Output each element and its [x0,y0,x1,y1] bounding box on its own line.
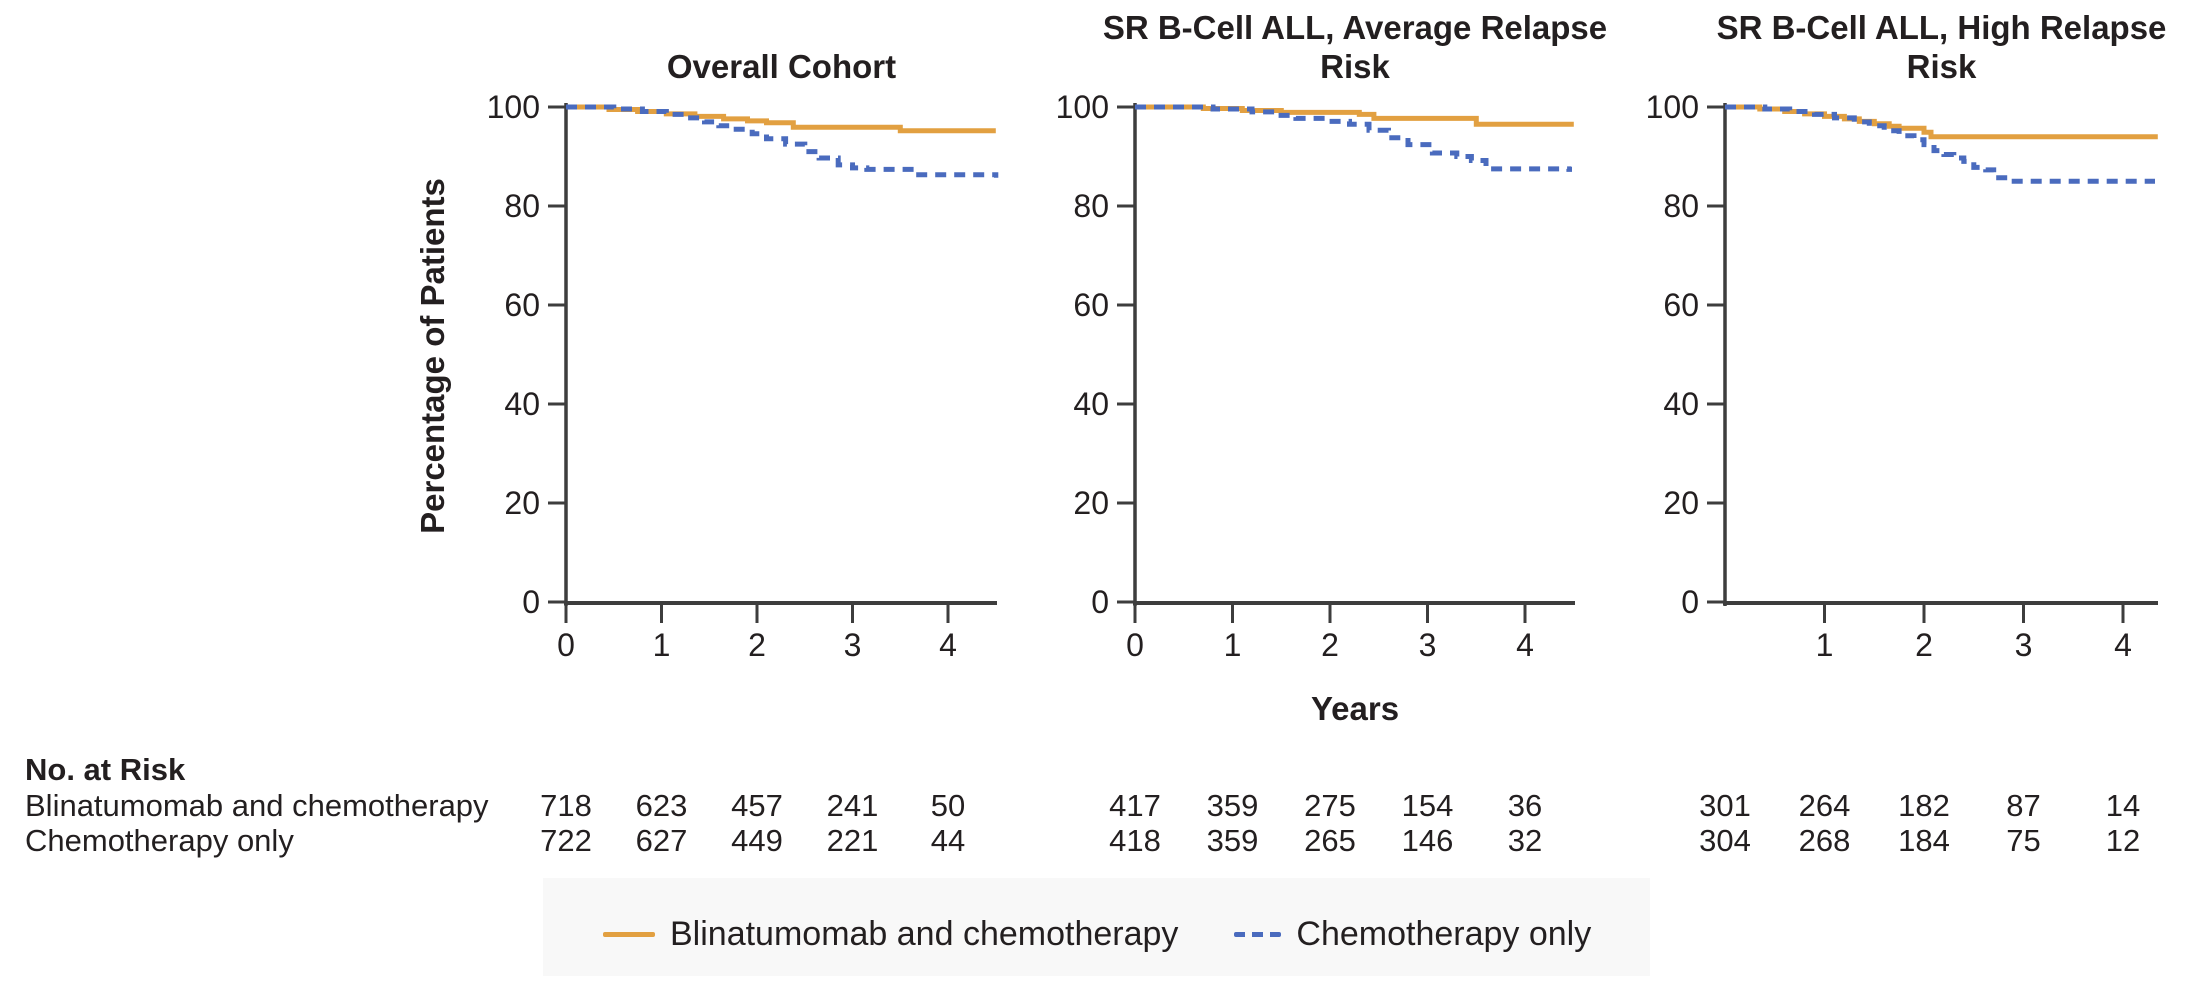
legend-label-chemotherapy: Chemotherapy only [1296,915,1592,953]
risk-row-label-blinatumomab: Blinatumomab and chemotherapy [25,788,489,823]
x-tick-label: 2 [748,627,766,663]
x-tick-label: 1 [1224,627,1242,663]
x-tick-label: 2 [1915,627,1933,663]
y-tick-label: 0 [522,584,540,620]
risk-count: 50 [930,788,966,823]
x-tick-label: 0 [557,627,575,663]
risk-count: 44 [930,823,966,858]
x-tick-label: 2 [1321,627,1339,663]
legend-item-chemotherapy: Chemotherapy only [1234,915,1591,954]
x-tick-label: 4 [2114,627,2132,663]
x-tick-label: 3 [1419,627,1437,663]
x-tick-label: 0 [1126,627,1144,663]
risk-count: 32 [1507,823,1543,858]
risk-count: 268 [1798,823,1851,858]
risk-count: 417 [1109,788,1161,823]
blinatumomab-curve [1725,104,2158,140]
y-tick-label: 0 [1091,584,1109,620]
y-tick-label: 60 [1663,287,1699,323]
risk-count: 146 [1401,823,1454,858]
y-tick-label: 40 [1663,386,1699,422]
y-tick-label: 100 [1056,89,1109,125]
blinatumomab-curve [1135,104,1574,127]
y-tick-label: 0 [1681,584,1699,620]
x-tick-label: 4 [939,627,957,663]
risk-count: 359 [1206,788,1259,823]
risk-count: 75 [2006,823,2041,858]
x-tick-label: 3 [844,627,862,663]
y-tick-label: 20 [1663,485,1699,521]
risk-count: 241 [826,788,879,823]
chemotherapy-only-curve [1135,104,1572,172]
risk-count: 449 [731,823,783,858]
risk-count: 184 [1898,823,1950,858]
risk-count: 36 [1507,788,1543,823]
risk-count: 87 [2006,788,2041,823]
y-tick-label: 20 [504,485,540,521]
chemotherapy-only-curve [1725,104,2155,184]
risk-count: 457 [731,788,783,823]
risk-count: 14 [2105,788,2141,823]
x-tick-label: 3 [2015,627,2033,663]
blinatumomab-curve [566,104,996,134]
panel-title-average-relapse-risk: SR B-Cell ALL, Average Relapse Risk [1102,9,1608,85]
chemotherapy-only-curve [566,104,999,178]
y-tick-label: 100 [487,89,540,125]
risk-count: 12 [2105,823,2141,858]
risk-count: 718 [540,788,592,823]
x-axis-label: Years [1310,690,1400,727]
x-tick-label: 1 [1816,627,1834,663]
risk-count: 221 [826,823,879,858]
risk-count: 182 [1898,788,1950,823]
risk-count: 623 [635,788,688,823]
risk-count: 304 [1699,823,1751,858]
risk-count: 301 [1699,788,1751,823]
risk-count: 359 [1206,823,1259,858]
risk-count: 264 [1798,788,1851,823]
y-axis-label: Percentage of Patients [414,178,451,534]
panel-title-overall-cohort: Overall Cohort [666,48,897,85]
solid-line-legend-marker [603,932,655,937]
legend: Blinatumomab and chemotherapy Chemothera… [543,878,1650,976]
legend-label-blinatumomab: Blinatumomab and chemotherapy [670,915,1179,953]
y-tick-label: 100 [1646,89,1699,125]
risk-count: 265 [1304,823,1356,858]
risk-count: 275 [1304,788,1356,823]
x-tick-label: 4 [1516,627,1534,663]
dashed-line-legend-marker [1234,932,1282,937]
x-tick-label: 1 [653,627,671,663]
legend-item-blinatumomab: Blinatumomab and chemotherapy [603,915,1178,954]
risk-count: 154 [1401,788,1454,823]
y-tick-label: 80 [1073,188,1109,224]
risk-count: 418 [1109,823,1161,858]
y-tick-label: 20 [1073,485,1109,521]
risk-count: 627 [635,823,688,858]
y-tick-label: 40 [504,386,540,422]
y-tick-label: 80 [504,188,540,224]
panel-title-high-relapse-risk: SR B-Cell ALL, High Relapse Risk [1716,9,2167,85]
risk-count: 722 [540,823,592,858]
y-tick-label: 60 [1073,287,1109,323]
risk-row-label-chemotherapy: Chemotherapy only [25,823,294,858]
y-tick-label: 80 [1663,188,1699,224]
no-at-risk-header: No. at Risk [25,752,186,787]
y-tick-label: 60 [504,287,540,323]
y-tick-label: 40 [1073,386,1109,422]
